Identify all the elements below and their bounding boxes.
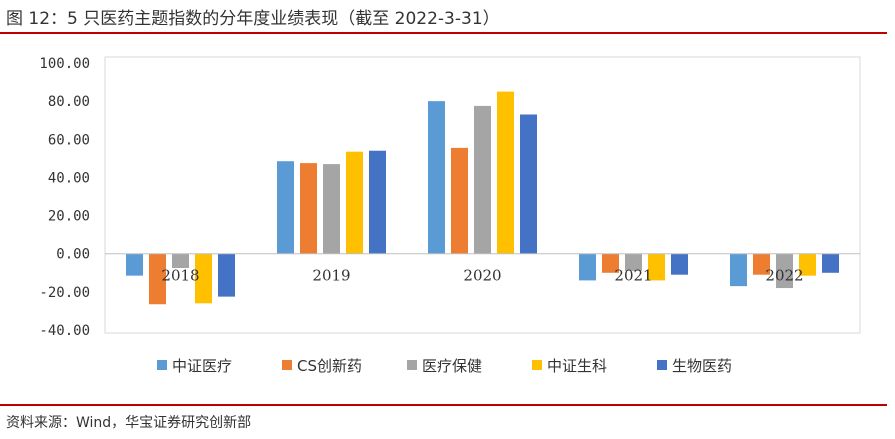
bar-2018-0 <box>126 253 143 276</box>
bar-2021-2 <box>625 253 642 271</box>
legend-swatch <box>282 360 292 370</box>
top-rule <box>0 32 887 34</box>
bar-2019-3 <box>346 151 363 254</box>
bar-2022-3 <box>799 253 816 276</box>
y-tick-label: 20.00 <box>48 209 90 225</box>
bar-2018-1 <box>149 253 166 305</box>
bar-2020-3 <box>497 91 514 254</box>
legend-swatch <box>157 360 167 370</box>
legend-swatch <box>657 360 667 370</box>
category-label: 2022 <box>765 267 803 285</box>
y-tick-label: 0.00 <box>56 247 90 263</box>
category-label: 2018 <box>161 267 199 285</box>
y-tick-label: 80.00 <box>48 94 90 110</box>
y-tick-label: -20.00 <box>39 285 90 301</box>
legend-swatch <box>532 360 542 370</box>
bar-2020-0 <box>428 101 445 254</box>
bar-2021-0 <box>579 253 596 281</box>
bar-2022-2 <box>776 253 793 289</box>
bar-2021-3 <box>648 253 665 281</box>
bar-2020-1 <box>451 147 468 254</box>
y-axis-tick-labels: 100.00 80.00 60.00 40.00 20.00 0.00 -20.00 -40.… <box>39 56 90 339</box>
legend-label: 中证生科 <box>547 357 607 375</box>
category-label: 2019 <box>312 267 350 285</box>
bar-2022-1 <box>753 253 770 275</box>
bar-2019-2 <box>323 164 340 254</box>
category-label: 2020 <box>463 267 501 285</box>
legend-label: 生物医药 <box>672 357 732 375</box>
bar-2018-4 <box>218 253 235 297</box>
bar-2022-0 <box>730 253 747 287</box>
bar-2019-1 <box>300 163 317 254</box>
bar-2019-4 <box>369 150 386 254</box>
legend-label: 医疗保健 <box>422 357 482 375</box>
bar-series-group <box>126 91 839 305</box>
bar-2022-4 <box>822 253 839 273</box>
y-tick-label: 100.00 <box>39 56 90 72</box>
y-tick-label: 40.00 <box>48 170 90 186</box>
y-tick-label: 60.00 <box>48 132 90 148</box>
legend-label: CS创新药 <box>297 357 362 375</box>
bar-2021-1 <box>602 253 619 273</box>
bar-2020-4 <box>520 114 537 254</box>
figure-title: 图 12：5 只医药主题指数的分年度业绩表现（截至 2022-3-31） <box>6 9 500 29</box>
bar-2021-4 <box>671 253 688 275</box>
bar-2018-3 <box>195 253 212 304</box>
legend: 中证医疗 CS创新药 医疗保健 中证生科 生物医药 <box>157 357 732 375</box>
bar-chart: 100.00 80.00 60.00 40.00 20.00 0.00 -20.00 -40.… <box>39 56 861 375</box>
bar-2018-2 <box>172 253 189 269</box>
bar-2020-2 <box>474 105 491 254</box>
bar-2019-0 <box>277 161 294 254</box>
bottom-rule <box>0 404 887 406</box>
plot-frame <box>104 56 861 334</box>
source-note: 资料来源：Wind，华宝证券研究创新部 <box>6 415 252 431</box>
category-labels: 2018 2019 2020 2021 2022 <box>161 267 803 285</box>
legend-label: 中证医疗 <box>172 357 232 375</box>
category-label: 2021 <box>614 267 652 285</box>
legend-swatch <box>407 360 417 370</box>
y-tick-label: -40.00 <box>39 323 90 339</box>
